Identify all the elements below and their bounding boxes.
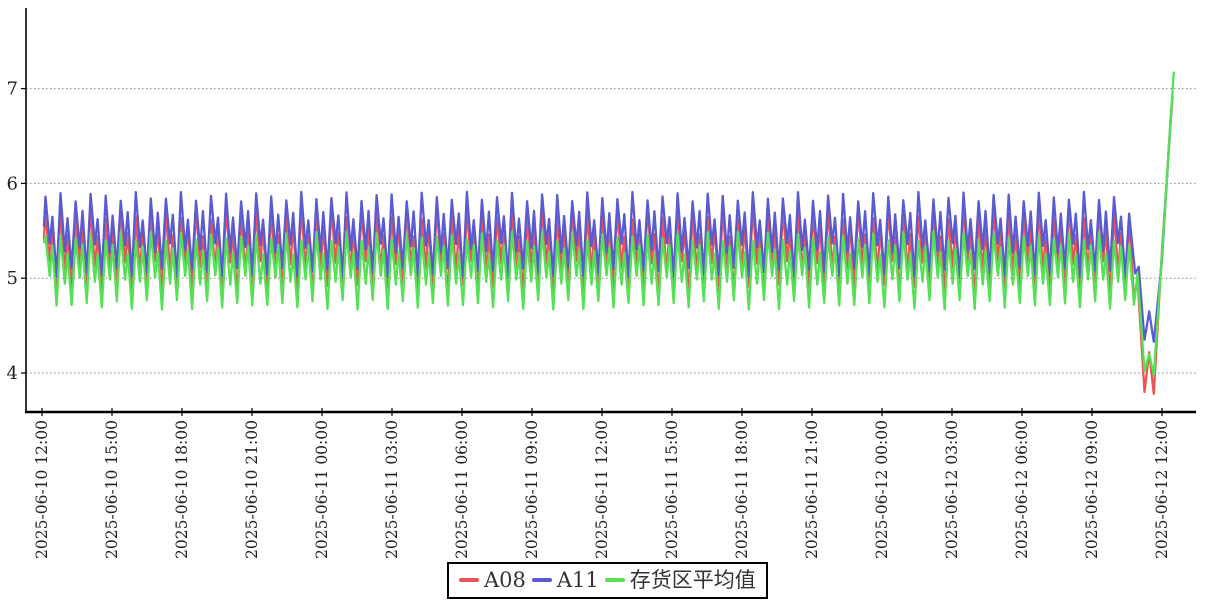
y-axis-labels: 4 5 6 7 xyxy=(7,79,18,384)
x-tick-label: 2025-06-11 15:00 xyxy=(663,420,681,559)
axes xyxy=(25,8,1196,414)
legend-label-a08: A08 xyxy=(484,567,526,592)
x-tick-label: 2025-06-12 09:00 xyxy=(1083,420,1101,559)
x-tick-label: 2025-06-12 06:00 xyxy=(1013,420,1031,559)
x-tick-label: 2025-06-11 18:00 xyxy=(733,420,751,559)
series-line-A11 xyxy=(42,106,1173,343)
chart-legend: A08 A11 存货区平均值 xyxy=(447,562,768,599)
y-tick-label: 5 xyxy=(7,268,18,289)
x-tick-label: 2025-06-11 09:00 xyxy=(523,420,541,559)
x-tick-label: 2025-06-10 21:00 xyxy=(243,420,261,559)
y-tick-label: 6 xyxy=(7,173,18,194)
x-axis-ticks xyxy=(41,408,1163,416)
x-tick-label: 2025-06-10 12:00 xyxy=(33,420,51,559)
a08-line-swatch xyxy=(459,578,479,582)
a11-line-swatch xyxy=(531,578,552,582)
x-axis-labels: 2025-06-10 12:00 2025-06-10 15:00 2025-06-… xyxy=(33,420,1171,559)
x-tick-label: 2025-06-10 18:00 xyxy=(173,420,191,559)
legend-label-storage-average: 存货区平均值 xyxy=(629,567,756,592)
x-tick-label: 2025-06-11 03:00 xyxy=(383,420,401,559)
x-tick-label: 2025-06-11 12:00 xyxy=(593,420,611,559)
x-tick-label: 2025-06-11 00:00 xyxy=(313,420,331,559)
legend-item-storage-average: 存货区平均值 xyxy=(604,567,756,592)
x-tick-label: 2025-06-12 03:00 xyxy=(943,420,961,559)
x-tick-label: 2025-06-12 12:00 xyxy=(1153,420,1171,559)
x-tick-label: 2025-06-11 21:00 xyxy=(803,420,821,559)
legend-item-a08: A08 xyxy=(459,567,526,592)
y-tick-label: 4 xyxy=(7,363,18,384)
x-tick-label: 2025-06-12 00:00 xyxy=(873,420,891,559)
legend-label-a11: A11 xyxy=(556,567,599,592)
y-axis-ticks xyxy=(21,87,26,374)
legend-item-a11: A11 xyxy=(531,567,599,592)
y-tick-label: 7 xyxy=(7,79,18,100)
x-tick-label: 2025-06-10 15:00 xyxy=(103,420,121,559)
x-tick-label: 2025-06-11 06:00 xyxy=(453,420,471,559)
series-line-存货区平均值 xyxy=(42,71,1175,377)
data-series xyxy=(42,71,1175,396)
storage-average-line-swatch xyxy=(604,578,625,582)
